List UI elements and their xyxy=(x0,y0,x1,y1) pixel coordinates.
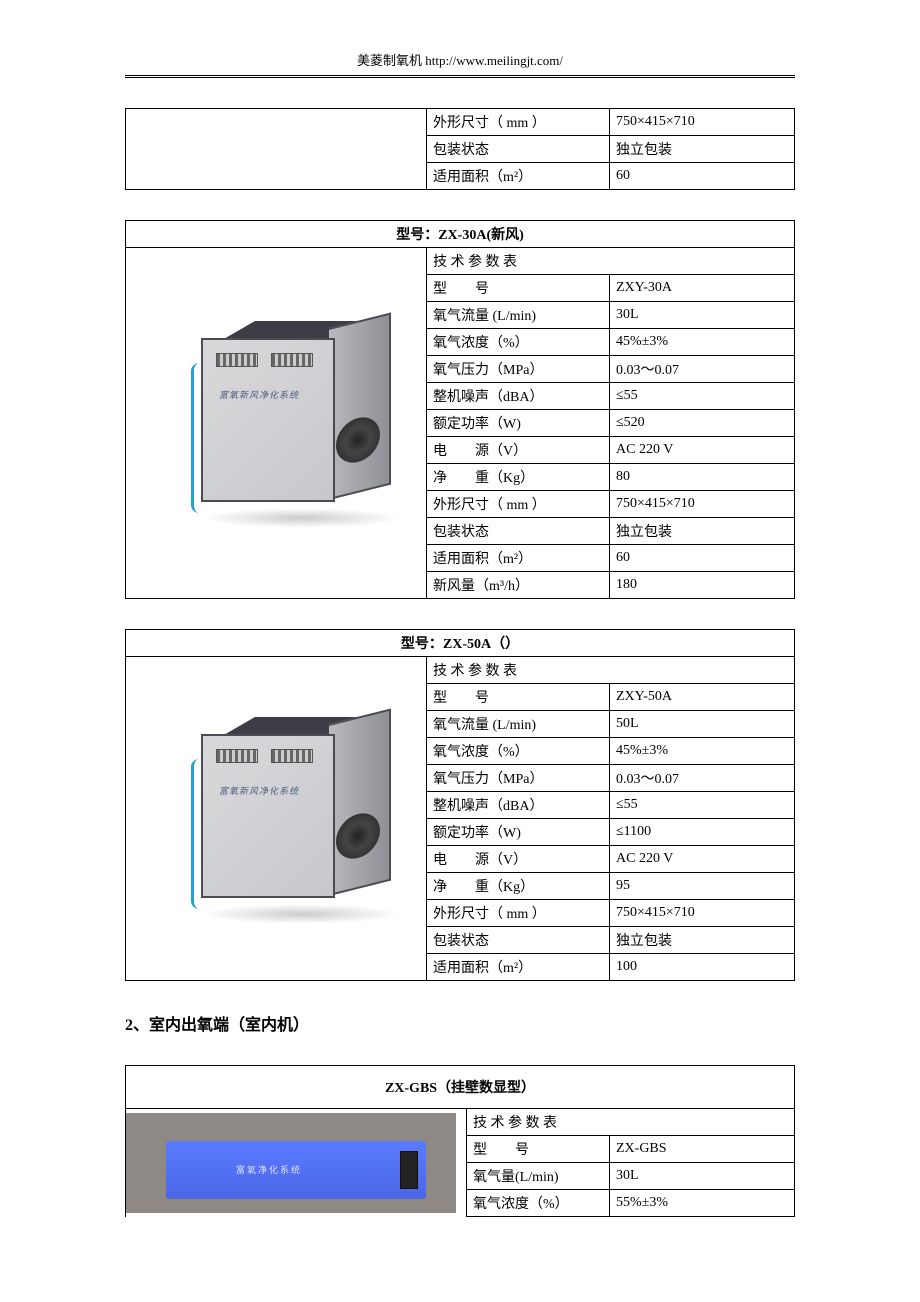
param-label: 电 源（V） xyxy=(427,437,610,464)
machine-label-text: 富氧新风净化系统 xyxy=(219,784,299,797)
spec-header: 技 术 参 数 表 xyxy=(427,657,795,684)
spec-table-zx30a: 型号：ZX-30A(新风) 富氧新风净化系统 技 术 参 数 表 型 号ZXY-… xyxy=(125,220,795,599)
param-label: 整机噪声（dBA） xyxy=(427,792,610,819)
param-label: 型 号 xyxy=(467,1136,610,1163)
param-label: 外形尺寸（ mm ） xyxy=(427,491,610,518)
param-value: ≤520 xyxy=(610,410,795,437)
table-title-row: 型号：ZX-30A(新风) xyxy=(126,221,795,248)
param-label: 适用面积（m²） xyxy=(427,163,610,190)
param-label: 整机噪声（dBA） xyxy=(427,383,610,410)
table-row: 富氧净化系统 技 术 参 数 表 xyxy=(126,1109,795,1136)
param-value: 55%±3% xyxy=(610,1190,795,1217)
param-label: 净 重（Kg） xyxy=(427,464,610,491)
param-value: 750×415×710 xyxy=(610,491,795,518)
param-label: 额定功率（W) xyxy=(427,819,610,846)
param-value: 750×415×710 xyxy=(610,109,795,136)
param-label: 新风量（m³/h） xyxy=(427,572,610,599)
param-value: AC 220 V xyxy=(610,846,795,873)
page-header: 美菱制氧机 http://www.meilingjt.com/ xyxy=(125,50,795,78)
param-value: 50L xyxy=(610,711,795,738)
param-value: 180 xyxy=(610,572,795,599)
product-image: 富氧净化系统 xyxy=(126,1113,456,1213)
table-title-row: ZX-GBS（挂壁数显型） xyxy=(126,1066,795,1109)
param-value: 60 xyxy=(610,163,795,190)
param-value: 45%±3% xyxy=(610,738,795,765)
param-value: 30L xyxy=(610,302,795,329)
param-value: ZX-GBS xyxy=(610,1136,795,1163)
param-label: 氧气浓度（%） xyxy=(427,738,610,765)
param-label: 电 源（V） xyxy=(427,846,610,873)
param-value: AC 220 V xyxy=(610,437,795,464)
param-label: 额定功率（W) xyxy=(427,410,610,437)
param-label: 包装状态 xyxy=(427,927,610,954)
param-value: ≤1100 xyxy=(610,819,795,846)
param-value: 95 xyxy=(610,873,795,900)
spec-header: 技 术 参 数 表 xyxy=(427,248,795,275)
param-value: 0.03～0.07 xyxy=(610,765,795,792)
param-label: 外形尺寸（ mm ） xyxy=(427,900,610,927)
spec-table-zxgbs: ZX-GBS（挂壁数显型） 富氧净化系统 技 术 参 数 表 型 号ZX-GBS… xyxy=(125,1065,795,1217)
param-value: 45%±3% xyxy=(610,329,795,356)
product-title: 型号：ZX-50A（） xyxy=(126,630,795,657)
param-label: 氧气压力（MPa） xyxy=(427,765,610,792)
param-label: 包装状态 xyxy=(427,136,610,163)
product-image-cell: 富氧新风净化系统 xyxy=(126,248,427,599)
param-value: ≤55 xyxy=(610,792,795,819)
product-image-cell: 富氧净化系统 xyxy=(126,1109,467,1217)
param-label: 氧气浓度（%） xyxy=(467,1190,610,1217)
param-value: 独立包装 xyxy=(610,136,795,163)
section-heading: 2、室内出氧端（室内机） xyxy=(125,1011,795,1035)
product-image-cell xyxy=(126,109,427,190)
header-brand: 美菱制氧机 xyxy=(357,53,422,68)
wall-unit-label: 富氧净化系统 xyxy=(236,1163,302,1176)
product-title: 型号：ZX-30A(新风) xyxy=(126,221,795,248)
spec-table-zx50a: 型号：ZX-50A（） 富氧新风净化系统 技 术 参 数 表 型 号ZXY-50… xyxy=(125,629,795,981)
param-label: 氧气流量 (L/min) xyxy=(427,711,610,738)
param-label: 型 号 xyxy=(427,275,610,302)
param-value: 750×415×710 xyxy=(610,900,795,927)
document-page: 美菱制氧机 http://www.meilingjt.com/ 外形尺寸（ mm… xyxy=(0,0,920,1302)
param-label: 氧气压力（MPa） xyxy=(427,356,610,383)
param-value: ZXY-50A xyxy=(610,684,795,711)
param-label: 外形尺寸（ mm ） xyxy=(427,109,610,136)
model-title: ZX-30A(新风) xyxy=(438,228,524,243)
param-value: 60 xyxy=(610,545,795,572)
param-value: 0.03～0.07 xyxy=(610,356,795,383)
header-url: http://www.meilingjt.com/ xyxy=(425,53,563,68)
param-value: 独立包装 xyxy=(610,927,795,954)
param-label: 氧气流量 (L/min) xyxy=(427,302,610,329)
spec-table-fragment: 外形尺寸（ mm ） 750×415×710 包装状态 独立包装 适用面积（m²… xyxy=(125,108,795,190)
product-image: 富氧新风净化系统 xyxy=(161,704,391,934)
param-label: 净 重（Kg） xyxy=(427,873,610,900)
product-image: 富氧新风净化系统 xyxy=(161,308,391,538)
table-row: 富氧新风净化系统 技 术 参 数 表 xyxy=(126,657,795,684)
param-label: 型 号 xyxy=(427,684,610,711)
model-prefix: 型号： xyxy=(396,228,438,243)
product-image-cell: 富氧新风净化系统 xyxy=(126,657,427,981)
param-value: 80 xyxy=(610,464,795,491)
model-prefix: 型号： xyxy=(401,637,443,652)
param-label: 包装状态 xyxy=(427,518,610,545)
param-label: 适用面积（m²） xyxy=(427,545,610,572)
param-value: 100 xyxy=(610,954,795,981)
param-label: 氧气量(L/min) xyxy=(467,1163,610,1190)
param-value: 30L xyxy=(610,1163,795,1190)
param-value: 独立包装 xyxy=(610,518,795,545)
param-label: 适用面积（m²） xyxy=(427,954,610,981)
param-value: ZXY-30A xyxy=(610,275,795,302)
param-label: 氧气浓度（%） xyxy=(427,329,610,356)
spec-header: 技 术 参 数 表 xyxy=(467,1109,795,1136)
param-value: ≤55 xyxy=(610,383,795,410)
table-title-row: 型号：ZX-50A（） xyxy=(126,630,795,657)
machine-label-text: 富氧新风净化系统 xyxy=(219,388,299,401)
model-title: ZX-50A（） xyxy=(443,637,519,652)
product-title: ZX-GBS（挂壁数显型） xyxy=(126,1066,795,1109)
table-row: 外形尺寸（ mm ） 750×415×710 xyxy=(126,109,795,136)
table-row: 富氧新风净化系统 技 术 参 数 表 xyxy=(126,248,795,275)
